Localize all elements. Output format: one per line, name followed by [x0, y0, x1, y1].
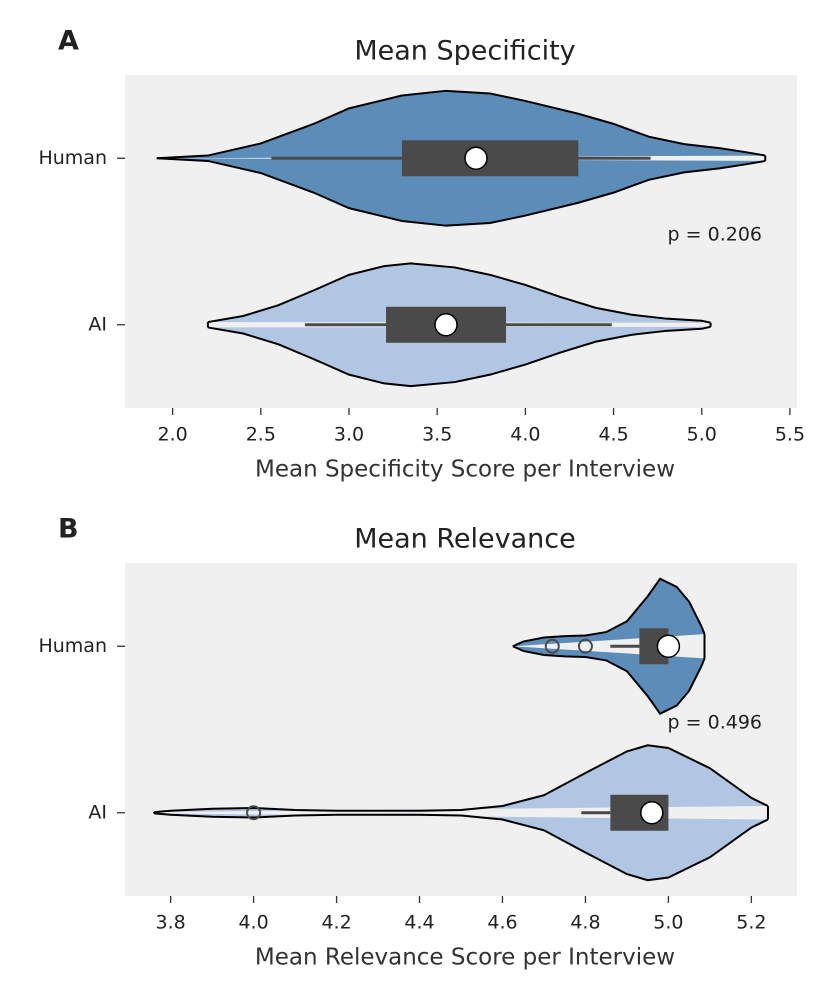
y-tick-label: Human [38, 635, 107, 657]
chart-title: Mean Relevance [354, 524, 576, 555]
mean-point [464, 146, 488, 170]
x-axis-label: Mean Specificity Score per Interview [255, 457, 675, 483]
x-tick-label: 3.8 [156, 912, 186, 934]
y-tick-label: Human [38, 147, 107, 169]
x-tick-label: 3.5 [422, 424, 452, 446]
x-tick-label: 4.2 [321, 912, 351, 934]
panel-label: A [58, 26, 79, 57]
x-tick-label: 5.2 [736, 912, 766, 934]
outlier [544, 638, 560, 654]
y-tick-label: AI [88, 801, 107, 823]
annotation: p = 0.496 [668, 711, 762, 733]
violin-half [156, 89, 766, 160]
violin-half [207, 262, 711, 324]
outlier [246, 805, 262, 821]
x-tick-label: 5.0 [687, 424, 717, 446]
mean-point [640, 801, 664, 825]
x-tick-label: 4.0 [238, 912, 268, 934]
x-tick-label: 4.8 [570, 912, 600, 934]
x-tick-label: 4.4 [404, 912, 434, 934]
x-tick-label: 2.5 [246, 424, 276, 446]
outlier [577, 638, 593, 654]
violin-half [156, 157, 766, 227]
mean-point [434, 313, 458, 337]
x-tick-label: 4.0 [510, 424, 540, 446]
x-tick-label: 2.0 [158, 424, 188, 446]
chart-title: Mean Specificity [354, 36, 575, 67]
annotation: p = 0.206 [668, 223, 762, 245]
mean-point [656, 634, 681, 658]
x-axis-label: Mean Relevance Score per Interview [255, 945, 675, 971]
box [401, 140, 579, 177]
x-tick-label: 4.6 [487, 912, 517, 934]
y-tick-label: AI [88, 313, 107, 335]
x-tick-label: 3.0 [334, 424, 364, 446]
violin-half [207, 325, 711, 388]
x-tick-label: 5.5 [775, 424, 805, 446]
panel-label: B [58, 514, 79, 545]
x-tick-label: 4.5 [598, 424, 628, 446]
x-tick-label: 5.0 [653, 912, 683, 934]
